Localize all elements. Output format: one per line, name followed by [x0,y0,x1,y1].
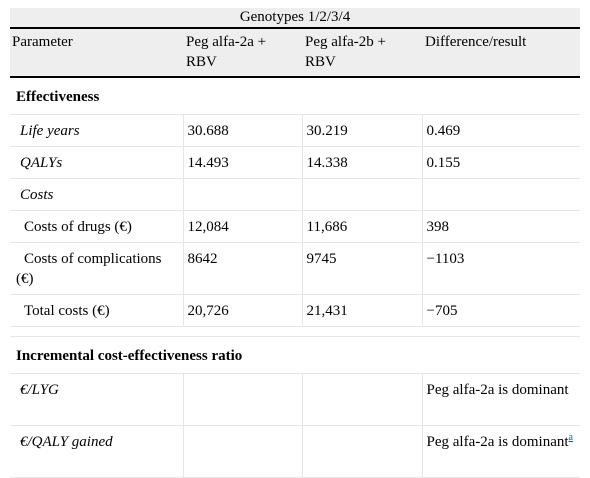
cell-peg-alfa-2a: 8642 [182,242,302,295]
column-header-difference: Difference/result [422,28,581,78]
cell-difference: 0.469 [421,114,581,147]
cell-peg-alfa-2b [301,425,422,478]
results-table-container: Genotypes 1/2/3/4 Parameter Peg alfa-2a … [10,8,581,478]
cell-difference [421,178,581,211]
cell-peg-alfa-2a [182,373,302,426]
cell-difference: Peg alfa-2a is dominanta [421,425,581,478]
column-header-parameter: Parameter [10,28,183,78]
cell-peg-alfa-2a: 30.688 [182,114,302,147]
table-row-total-costs: Total costs (€) 20,726 21,431 −705 [10,294,581,327]
column-header-peg-alfa-2a: Peg alfa-2a + RBV [183,28,302,78]
column-header-peg-alfa-2b: Peg alfa-2b + RBV [302,28,422,78]
cell-peg-alfa-2b: 30.219 [301,114,422,147]
result-text: Peg alfa-2a is dominant [426,434,569,450]
table-row-costs-of-drugs: Costs of drugs (€) 12,084 11,686 398 [10,210,581,243]
cell-difference: Peg alfa-2a is dominant [421,373,581,426]
cell-difference: −705 [421,294,581,327]
cell-peg-alfa-2a: 12,084 [182,210,302,243]
row-label: Costs of complications (€) [10,242,183,295]
spacer-cell [10,326,581,337]
cell-peg-alfa-2a: 14.493 [182,146,302,179]
row-label: QALYs [10,146,183,179]
row-label: Total costs (€) [10,294,183,327]
section-row-effectiveness: Effectiveness [10,77,581,115]
cell-peg-alfa-2a: 20,726 [182,294,302,327]
row-label: €/QALY gained [10,425,183,478]
cost-effectiveness-table: Genotypes 1/2/3/4 Parameter Peg alfa-2a … [10,8,581,478]
cell-peg-alfa-2b: 14.338 [301,146,422,179]
table-caption: Genotypes 1/2/3/4 [10,8,581,29]
table-row-costs: Costs [10,178,581,211]
table-row-life-years: Life years 30.688 30.219 0.469 [10,114,581,147]
column-header-row: Parameter Peg alfa-2a + RBV Peg alfa-2b … [10,28,581,78]
table-row-per-qaly-gained: €/QALY gained Peg alfa-2a is dominanta [10,425,581,478]
footnote-link[interactable]: a [568,432,573,443]
table-caption-row: Genotypes 1/2/3/4 [10,8,581,29]
cell-peg-alfa-2b: 21,431 [301,294,422,327]
row-label: €/LYG [10,373,183,426]
table-row-qalys: QALYs 14.493 14.338 0.155 [10,146,581,179]
spacer-row [10,326,581,337]
cell-peg-alfa-2b: 9745 [301,242,422,295]
table-row-costs-of-complications: Costs of complications (€) 8642 9745 −11… [10,242,581,295]
section-title-effectiveness: Effectiveness [10,77,581,115]
cell-peg-alfa-2b [301,373,422,426]
row-label: Costs [10,178,183,211]
cell-difference: −1103 [421,242,581,295]
cell-peg-alfa-2b [301,178,422,211]
cell-peg-alfa-2a [182,178,302,211]
section-row-icer: Incremental cost-effectiveness ratio [10,336,581,374]
row-label: Costs of drugs (€) [10,210,183,243]
cell-difference: 398 [421,210,581,243]
cell-peg-alfa-2a [182,425,302,478]
cell-difference: 0.155 [421,146,581,179]
row-label: Life years [10,114,183,147]
section-title-icer: Incremental cost-effectiveness ratio [10,336,581,374]
cell-peg-alfa-2b: 11,686 [301,210,422,243]
table-row-per-lyg: €/LYG Peg alfa-2a is dominant [10,373,581,426]
